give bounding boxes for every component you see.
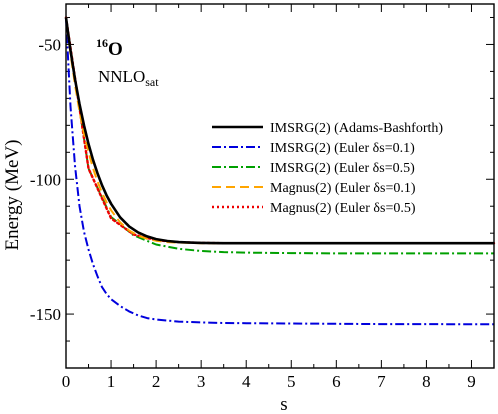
x-tick-label: 0 bbox=[62, 372, 71, 391]
interaction-main: NNLO bbox=[98, 67, 145, 86]
legend-label: IMSRG(2) (Euler δs=0.5) bbox=[270, 161, 415, 176]
legend-label: Magnus(2) (Euler δs=0.5) bbox=[270, 201, 416, 216]
x-tick-label: 1 bbox=[107, 372, 116, 391]
y-axis-label: Energy (MeV) bbox=[2, 140, 23, 251]
y-ticks: -50 -100 -150 bbox=[30, 16, 494, 369]
y-tick-label: -50 bbox=[38, 35, 61, 54]
nucleus-symbol: O bbox=[108, 39, 123, 60]
x-tick-label: 7 bbox=[377, 372, 386, 391]
interaction-label: NNLOsat bbox=[98, 67, 159, 89]
y-tick-label: -100 bbox=[30, 170, 61, 189]
x-axis-label: s bbox=[280, 394, 287, 414]
legend-label: IMSRG(2) (Adams-Bashforth) bbox=[270, 121, 443, 136]
series-line-1 bbox=[64, 17, 494, 245]
legend-label: IMSRG(2) (Euler δs=0.1) bbox=[270, 141, 415, 156]
x-tick-label: 8 bbox=[422, 372, 431, 391]
nucleus-label: 16O bbox=[96, 36, 123, 60]
x-ticks: 0 1 2 3 4 5 6 7 8 9 bbox=[62, 4, 476, 391]
legend: IMSRG(2) (Adams-Bashforth) IMSRG(2) (Eule… bbox=[212, 121, 443, 216]
legend-label: Magnus(2) (Euler δs=0.1) bbox=[270, 181, 416, 196]
x-tick-label: 6 bbox=[332, 372, 341, 391]
x-tick-label: 9 bbox=[467, 372, 476, 391]
series-line-2 bbox=[65, 17, 494, 326]
x-tick-label: 3 bbox=[197, 372, 206, 391]
y-tick-label: -150 bbox=[30, 305, 61, 324]
x-tick-label: 2 bbox=[152, 372, 161, 391]
plot-frame bbox=[65, 3, 495, 369]
x-tick-label: 5 bbox=[287, 372, 296, 391]
series-lines bbox=[64, 16, 496, 326]
nucleus-mass: 16 bbox=[96, 36, 108, 50]
interaction-sub: sat bbox=[145, 75, 159, 89]
x-tick-label: 4 bbox=[242, 372, 251, 391]
